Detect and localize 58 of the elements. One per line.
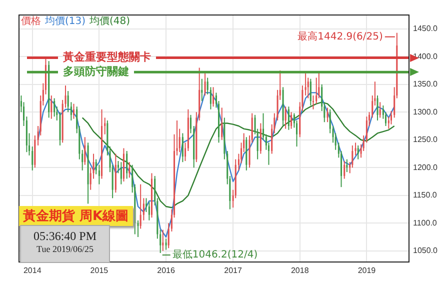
candlestick (307, 77, 309, 99)
x-tick-label: 2015 (90, 266, 109, 276)
y-tick-label: 1200.0 (413, 162, 438, 172)
candlestick (310, 78, 312, 106)
ref-line-label: 多頭防守關鍵 (63, 65, 129, 78)
candlestick (84, 136, 86, 166)
candlestick (212, 86, 214, 108)
candlestick (326, 107, 328, 123)
candlestick (162, 229, 164, 252)
candlestick (120, 162, 122, 185)
y-tick-label: 1100.0 (413, 218, 438, 228)
y-tick-label: 1450.0 (413, 24, 438, 34)
candlestick (379, 102, 381, 118)
y-tick-label: 1050.0 (413, 246, 438, 256)
candlestick (54, 98, 56, 118)
candlestick (50, 94, 52, 120)
annotation: 最高1442.9(6/25) (298, 30, 384, 42)
x-tick-label: 2014 (23, 266, 42, 276)
text: 均價(48) (90, 16, 130, 27)
candlestick (128, 162, 130, 178)
candlestick (221, 107, 223, 140)
candlestick (354, 142, 356, 156)
candlestick (316, 77, 318, 104)
clock-panel: 05:36:40 PM Tue 2019/06/25 (20, 225, 110, 263)
candlestick (182, 132, 184, 163)
candlestick (204, 72, 206, 96)
y-tick-label: 1250.0 (413, 135, 438, 144)
annotation: 最低1046.2(12/4) (172, 250, 258, 261)
candlestick (98, 164, 100, 185)
x-tick-label: 2019 (358, 266, 376, 276)
candlestick (140, 184, 142, 230)
annotation: 05:36:40 PM (32, 229, 98, 244)
candlestick (290, 112, 292, 130)
candlestick (312, 94, 314, 110)
x-tick-label: 2016 (157, 266, 176, 276)
text: 均價(13) (45, 16, 86, 27)
candlestick (376, 94, 378, 121)
candlestick (288, 106, 290, 130)
y-tick-label: 1350.0 (413, 80, 438, 89)
annotation: Tue 2019/06/25 (36, 244, 94, 254)
text: 黃金期貨 周K線圖 (19, 206, 133, 226)
candlestick (357, 144, 359, 160)
candlestick (390, 110, 392, 125)
ref-line-label: 黃金重要型態關卡 (62, 50, 151, 64)
candlestick (190, 114, 192, 134)
candlestick (72, 103, 75, 120)
y-tick-label: 1150.0 (413, 190, 438, 200)
text: 價格 (21, 16, 41, 27)
candlestick (165, 238, 167, 250)
x-tick-label: 2017 (224, 266, 242, 276)
candlestick (344, 160, 346, 180)
candlestick (260, 122, 262, 154)
candlestick (284, 106, 286, 130)
candlestick (304, 72, 306, 96)
candlestick (126, 150, 128, 180)
candlestick (148, 202, 150, 221)
y-tick-label: 1300.0 (413, 107, 438, 116)
x-tick-label: 2018 (290, 266, 310, 276)
